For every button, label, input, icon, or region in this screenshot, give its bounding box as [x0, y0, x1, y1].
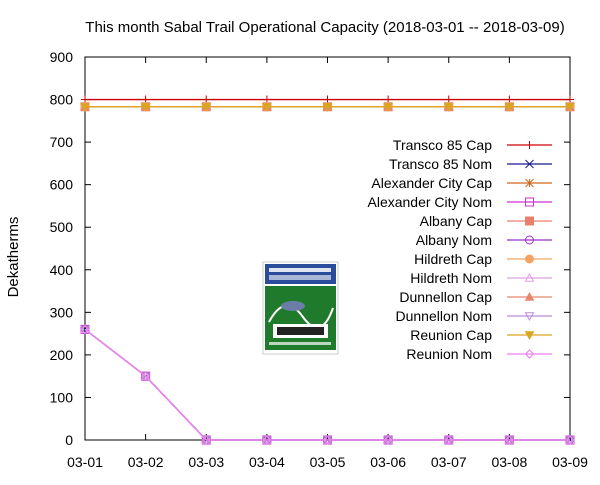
- legend-label: Dunnellon Nom: [396, 308, 493, 324]
- legend: Transco 85 Cap Transco 85 Nom Alexander Ci…: [368, 137, 552, 362]
- legend-label: Alexander City Nom: [368, 194, 493, 210]
- data-point: [140, 372, 151, 382]
- legend-entry-10: Reunion Cap: [410, 327, 552, 343]
- legend-label: Hildreth Nom: [410, 270, 492, 286]
- legend-entry-11: Reunion Nom: [406, 346, 552, 362]
- legend-label: Hildreth Cap: [414, 251, 492, 267]
- y-tick-label: 700: [50, 134, 74, 150]
- legend-label: Alexander City Cap: [371, 175, 492, 191]
- data-point: [383, 435, 393, 445]
- legend-marker: [524, 349, 535, 359]
- y-tick-label: 0: [65, 432, 73, 448]
- legend-entry-3: Alexander City Nom: [368, 194, 552, 210]
- data-point: [201, 103, 212, 112]
- y-tick-label: 500: [50, 219, 74, 235]
- x-tick-label: 03-09: [552, 454, 588, 470]
- plot-frame: [84, 56, 571, 441]
- legend-label: Albany Nom: [416, 232, 492, 248]
- data-point: [504, 103, 515, 112]
- y-tick-label: 900: [50, 49, 74, 65]
- legend-marker: [525, 159, 534, 169]
- series-10: [80, 103, 575, 112]
- y-tick-label: 100: [50, 389, 74, 405]
- data-point: [80, 103, 90, 112]
- data-point: [322, 103, 333, 112]
- legend-entry-4: Albany Cap: [420, 213, 552, 229]
- data-point: [140, 371, 151, 381]
- legend-marker: [525, 254, 534, 264]
- logo-fish-shape: [268, 304, 334, 329]
- logo-banner-stripe: [269, 275, 331, 280]
- legend-marker: [525, 197, 534, 207]
- logo-banner: [265, 264, 336, 284]
- legend-marker: [524, 291, 535, 301]
- data-point: [201, 435, 211, 445]
- data-point: [565, 103, 575, 112]
- legend-label: Transco 85 Nom: [389, 156, 492, 172]
- wwals-logo: [262, 261, 339, 355]
- legend-marker: [524, 272, 535, 282]
- data-point: [322, 435, 333, 445]
- legend-label: Reunion Cap: [410, 327, 492, 343]
- legend-entry-5: Albany Nom: [416, 232, 552, 248]
- y-tick-label: 300: [50, 304, 74, 320]
- series-11: [80, 324, 575, 445]
- logo-wordmark: [277, 327, 324, 335]
- legend-entry-7: Hildreth Nom: [410, 270, 552, 286]
- x-tick-label: 03-04: [249, 454, 285, 470]
- legend-label: Reunion Nom: [406, 346, 492, 362]
- data-point: [383, 103, 393, 112]
- y-axis-label: Dekatherms: [5, 217, 22, 298]
- legend-marker: [525, 141, 534, 149]
- x-tick-label: 03-01: [67, 454, 103, 470]
- legend-entry-0: Transco 85 Cap: [393, 137, 552, 153]
- data-point: [140, 103, 151, 112]
- y-tick-label: 200: [50, 347, 74, 363]
- legend-marker: [525, 178, 534, 188]
- x-tick-label: 03-03: [188, 454, 224, 470]
- data-point: [262, 103, 272, 112]
- logo-banner-stripe: [269, 268, 331, 272]
- y-tick-label: 400: [50, 262, 74, 278]
- legend-label: Albany Cap: [420, 213, 493, 229]
- logo-body: [265, 286, 336, 350]
- legend-label: Transco 85 Cap: [393, 137, 492, 153]
- legend-marker: [524, 331, 535, 341]
- x-tick-label: 03-08: [491, 454, 527, 470]
- legend-label: Dunnellon Cap: [399, 289, 492, 305]
- data-point: [80, 325, 90, 335]
- legend-marker: [525, 216, 534, 226]
- series-line: [84, 328, 570, 441]
- legend-entry-9: Dunnellon Nom: [396, 308, 552, 324]
- axes: 0 100 200 300 400 500 600 700 800 900 03-01 03-02 03…: [50, 49, 588, 470]
- y-tick-label: 600: [50, 177, 74, 193]
- legend-entry-2: Alexander City Cap: [371, 175, 552, 191]
- x-tick-label: 03-06: [370, 454, 406, 470]
- data-point: [444, 435, 454, 445]
- legend-marker: [524, 312, 535, 322]
- legend-entry-1: Transco 85 Nom: [389, 156, 552, 172]
- data-point: [504, 435, 515, 445]
- plot-series: [80, 95, 575, 446]
- y-tick-label: 800: [50, 92, 74, 108]
- legend-entry-6: Hildreth Cap: [414, 251, 552, 267]
- logo-footer-stripe: [269, 342, 331, 345]
- data-point: [443, 103, 454, 112]
- data-point: [565, 435, 575, 445]
- logo-fish: [281, 301, 305, 311]
- data-point: [262, 435, 272, 445]
- x-tick-label: 03-07: [431, 454, 467, 470]
- data-point: [80, 324, 90, 335]
- legend-marker: [525, 235, 534, 245]
- chart-title: This month Sabal Trail Operational Capac…: [85, 19, 564, 36]
- x-tick-label: 03-02: [128, 454, 164, 470]
- x-tick-label: 03-05: [310, 454, 346, 470]
- legend-entry-8: Dunnellon Cap: [399, 289, 552, 305]
